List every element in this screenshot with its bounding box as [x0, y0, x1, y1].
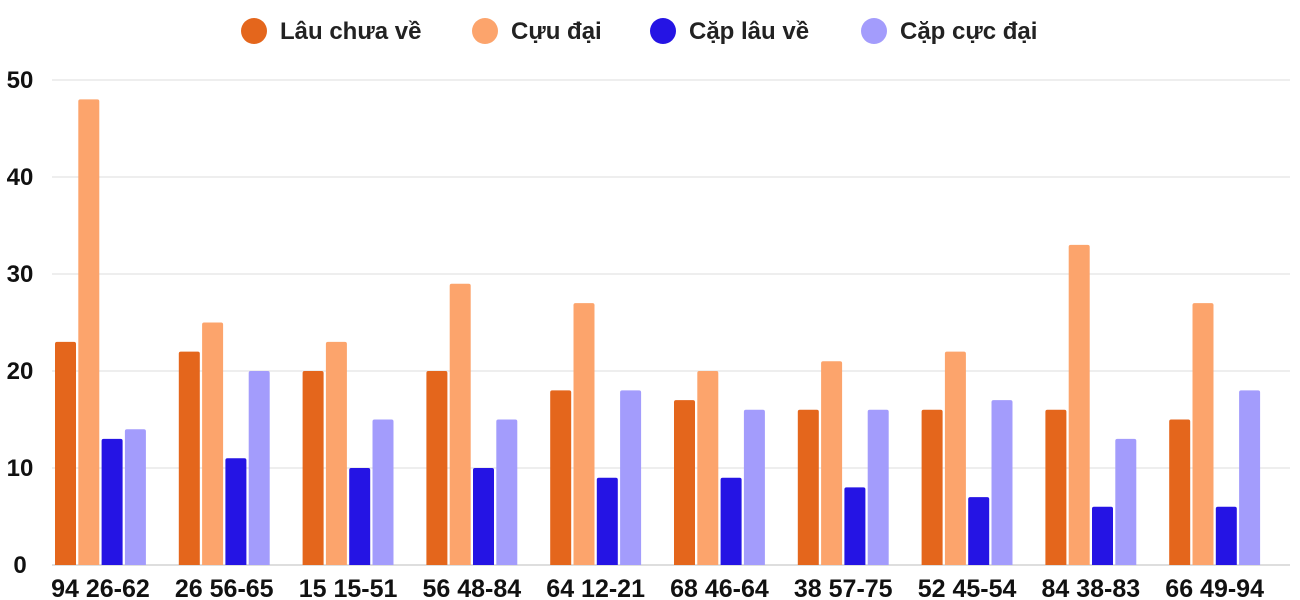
x-tick-label: 68 46-64	[670, 575, 769, 600]
bar	[1115, 438, 1137, 565]
y-tick-label: 30	[7, 261, 34, 288]
x-tick-label: 38 57-75	[794, 575, 893, 600]
y-tick-label: 50	[7, 67, 34, 94]
bar	[496, 419, 518, 565]
x-tick-label: 64 12-21	[546, 575, 645, 600]
bar	[991, 400, 1013, 565]
legend-swatch	[241, 18, 267, 44]
bar	[573, 303, 595, 565]
bar	[968, 497, 990, 565]
bar	[225, 458, 247, 565]
x-tick-label: 84 38-83	[1041, 575, 1140, 600]
bar	[867, 409, 889, 565]
legend: Lâu chưa về Cựu đại Cặp lâu về Cặp cực đại	[241, 18, 1037, 45]
bar	[1239, 390, 1261, 565]
bar	[1169, 419, 1191, 565]
bar	[325, 341, 347, 565]
legend-swatch	[861, 18, 887, 44]
bar	[248, 371, 270, 565]
bar	[101, 438, 123, 565]
bar	[697, 371, 719, 565]
bar	[674, 400, 695, 565]
bar	[797, 409, 819, 565]
bar	[1215, 506, 1237, 565]
bar	[844, 487, 866, 565]
bar	[202, 322, 224, 565]
x-tick-label: 56 48-84	[422, 575, 521, 600]
x-axis: 94 26-62 26 56-65 15 15-51 56 48-84 64 12-21…	[51, 575, 1264, 600]
legend-item: Cặp cực đại	[861, 18, 1037, 45]
legend-label: Cặp cực đại	[900, 18, 1037, 45]
bar	[473, 468, 494, 565]
legend-item: Cặp lâu về	[650, 18, 809, 45]
bar	[1045, 409, 1067, 565]
x-tick-label: 94 26-62	[51, 575, 150, 600]
bar	[302, 371, 324, 565]
bar	[178, 351, 200, 565]
bar	[1092, 506, 1113, 565]
y-tick-label: 20	[7, 358, 34, 385]
bar	[78, 99, 100, 566]
legend-swatch	[650, 18, 676, 44]
bar	[921, 409, 943, 565]
bar	[944, 351, 966, 565]
y-tick-label: 0	[13, 552, 26, 579]
bar	[596, 477, 618, 565]
x-tick-label: 26 56-65	[175, 575, 274, 600]
y-axis: 0 10 20 30 40 50	[7, 67, 34, 579]
legend-label: Cặp lâu về	[689, 18, 809, 45]
legend-item: Lâu chưa về	[241, 18, 421, 45]
x-tick-label: 15 15-51	[299, 575, 398, 600]
bar	[372, 419, 394, 565]
bar	[1068, 244, 1090, 565]
bar	[426, 371, 448, 565]
legend-swatch	[472, 18, 498, 44]
bar	[620, 390, 642, 565]
bar	[821, 361, 843, 565]
x-tick-label: 52 45-54	[918, 575, 1017, 600]
bar	[720, 477, 742, 565]
y-tick-label: 40	[7, 164, 34, 191]
legend-item: Cựu đại	[472, 18, 602, 45]
legend-label: Cựu đại	[511, 18, 602, 45]
bar	[550, 390, 572, 565]
bar	[55, 341, 76, 565]
bar	[1192, 303, 1214, 565]
x-tick-label: 66 49-94	[1165, 575, 1264, 600]
bar	[349, 468, 371, 565]
bar	[449, 283, 471, 565]
bars	[55, 99, 1261, 566]
y-tick-label: 10	[7, 455, 34, 482]
legend-label: Lâu chưa về	[280, 18, 421, 45]
bar	[124, 429, 146, 565]
bar	[743, 409, 765, 565]
